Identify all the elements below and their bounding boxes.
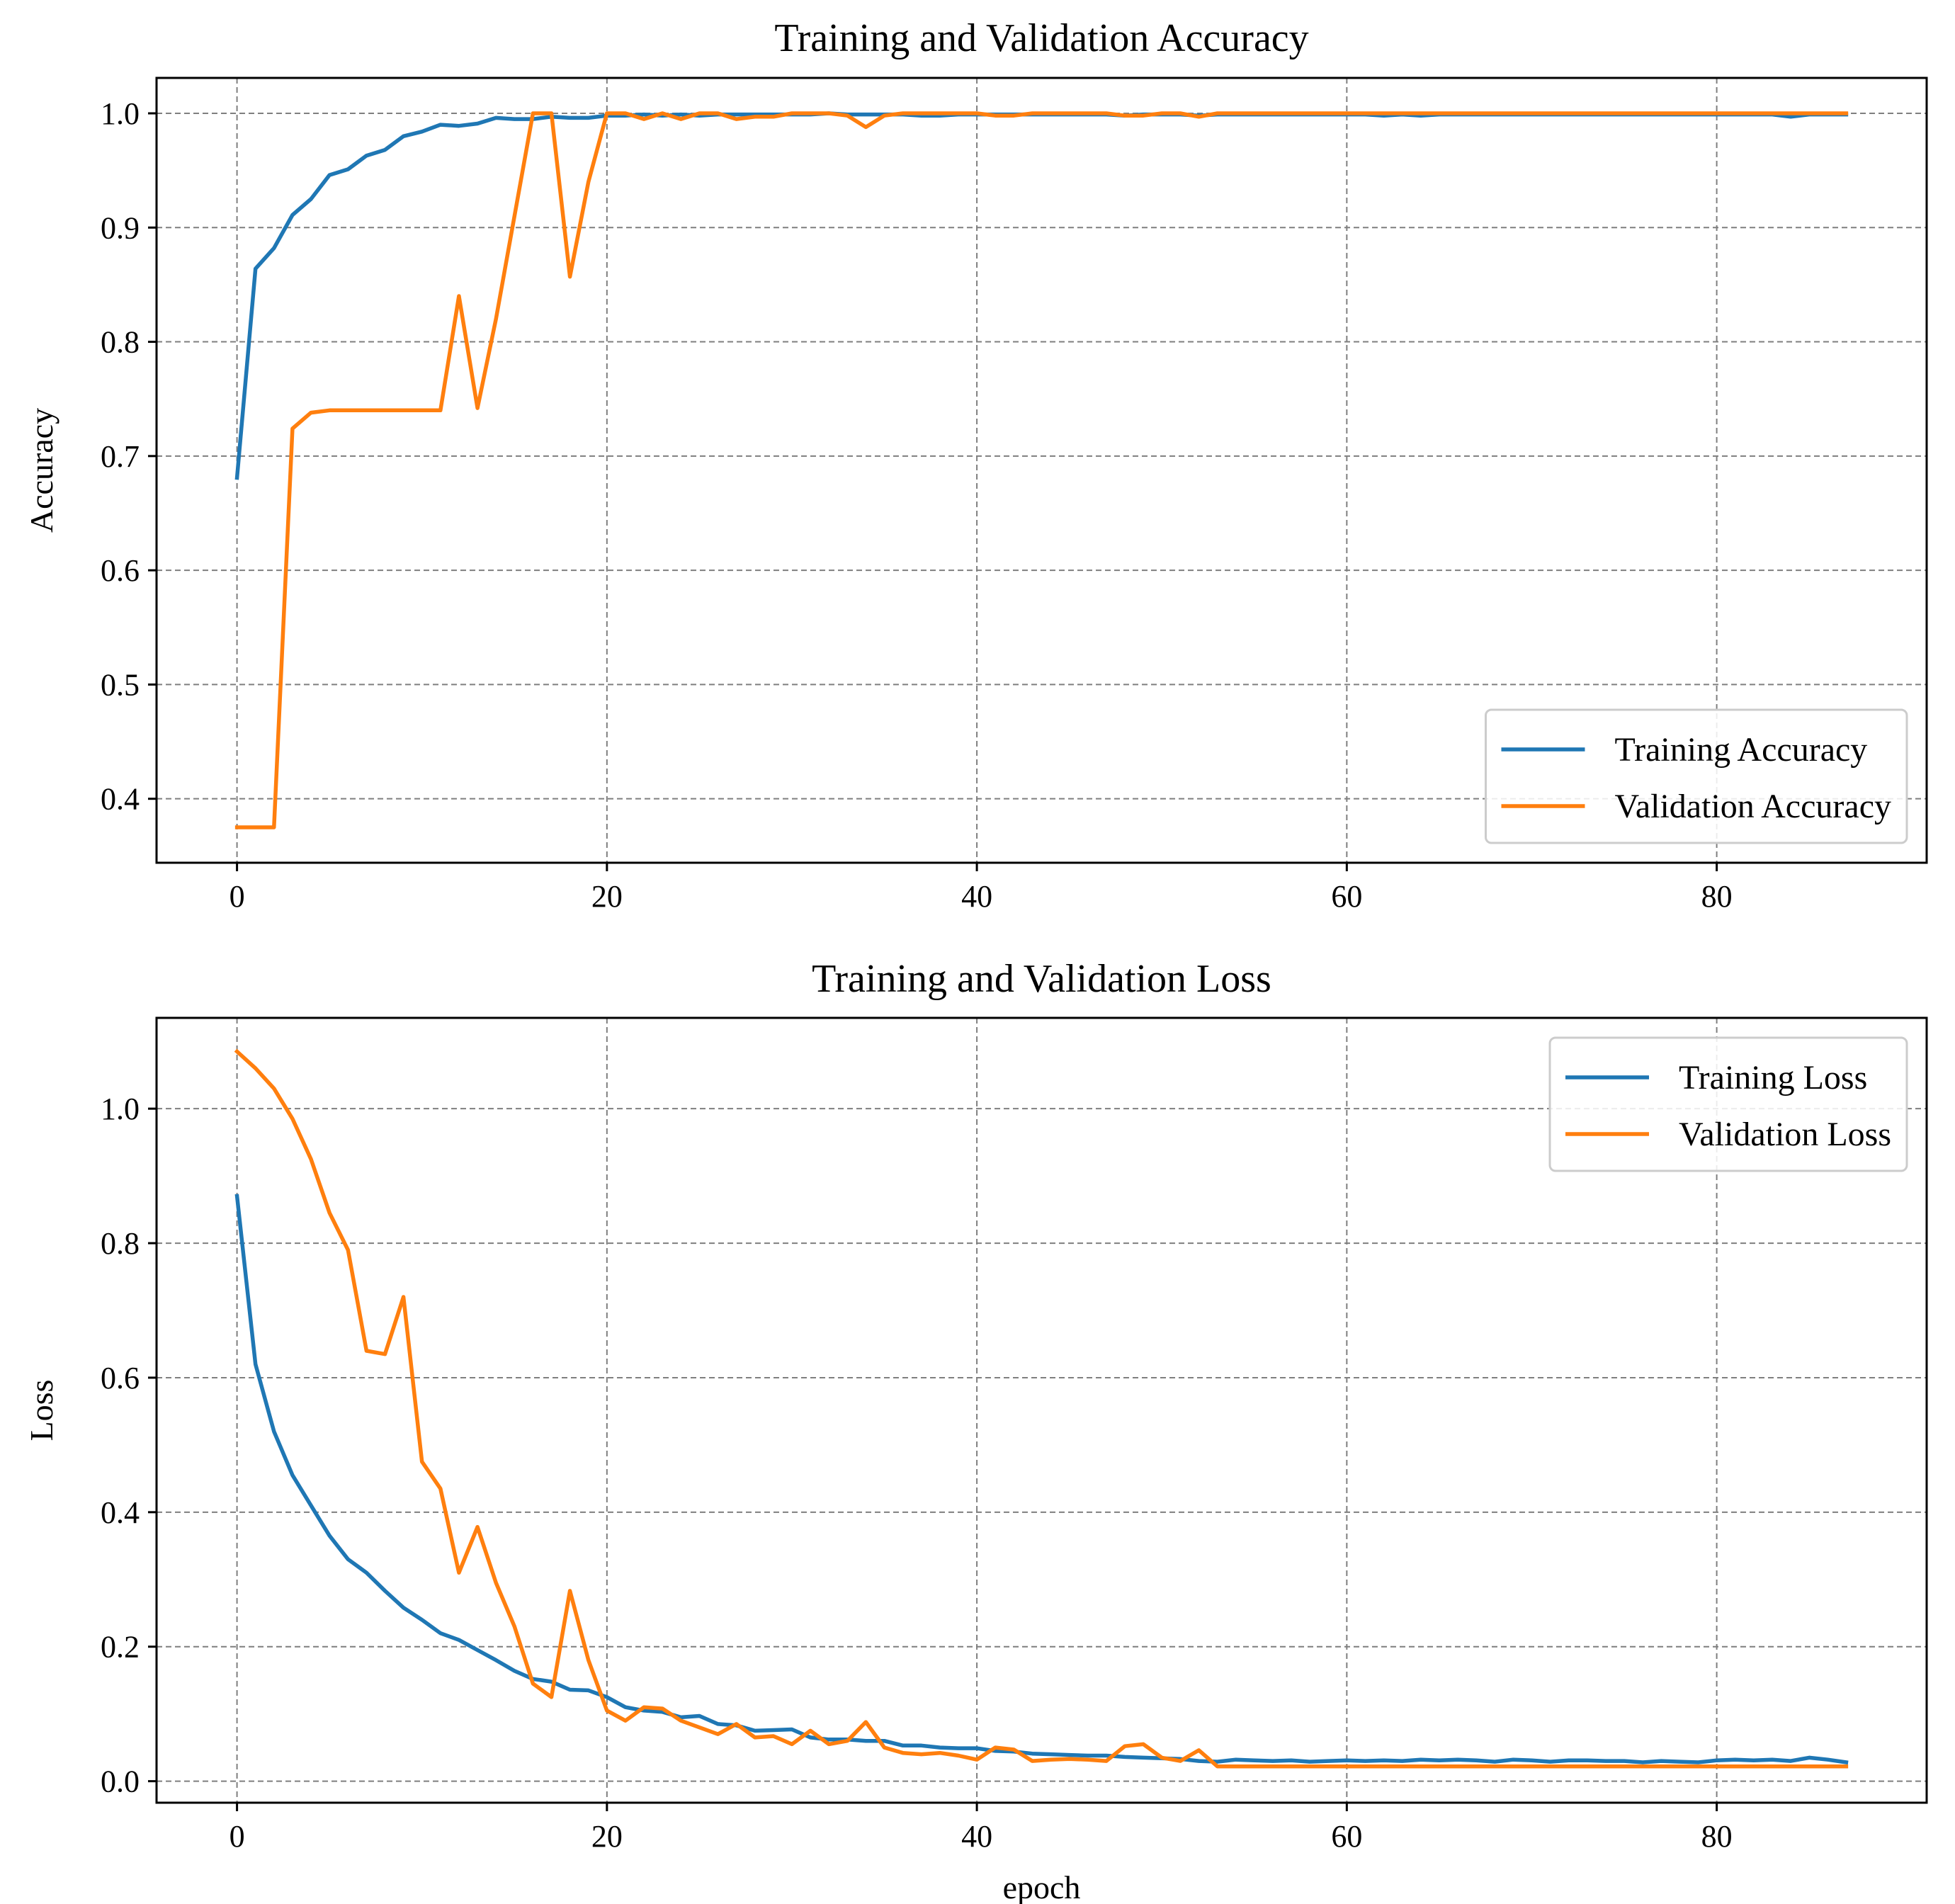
y-tick-label: 0.6 [101, 553, 140, 588]
legend: Training Accuracy Validation Accuracy [1484, 708, 1908, 844]
y-tick-label: 0.9 [101, 210, 140, 245]
chart-loss: 0 20 40 60 80 0.0 0.2 0.4 0.6 0.8 1.0 Training and … [23, 957, 1928, 1904]
x-tick-label: 40 [961, 879, 992, 914]
y-tick-label: 0.2 [101, 1630, 140, 1665]
chart-accuracy: 0 20 40 60 80 0.4 0.5 0.6 0.7 0.8 0.9 1.0 Training a… [23, 16, 1928, 914]
x-tick-label: 40 [961, 1819, 992, 1854]
y-tick-label: 0.6 [101, 1361, 140, 1395]
legend-label: Training Accuracy [1614, 731, 1867, 769]
plot-frame [155, 1016, 1928, 1804]
chart-title: Training and Validation Loss [812, 957, 1271, 1001]
x-tick-label: 80 [1701, 879, 1733, 914]
y-tick-label: 0.5 [101, 667, 140, 702]
legend-label: Validation Accuracy [1614, 788, 1891, 825]
y-tick-label: 0.4 [101, 1495, 140, 1530]
legend: Training Loss Validation Loss [1548, 1036, 1908, 1172]
legend-label: Training Loss [1679, 1059, 1867, 1096]
legend-box [1484, 708, 1908, 844]
legend-label: Validation Loss [1679, 1116, 1891, 1153]
y-tick-label: 0.7 [101, 439, 140, 474]
y-axis-label: Loss [23, 1380, 60, 1441]
y-tick-label: 1.0 [101, 1092, 140, 1126]
chart-title: Training and Validation Accuracy [774, 16, 1308, 60]
plot-frame [155, 76, 1928, 864]
y-axis-label: Accuracy [23, 408, 60, 533]
y-tick-label: 0.0 [101, 1764, 140, 1799]
x-tick-label: 60 [1331, 1819, 1362, 1854]
x-tick-label: 20 [591, 1819, 623, 1854]
x-tick-label: 0 [230, 1819, 245, 1854]
x-tick-label: 80 [1701, 1819, 1733, 1854]
y-tick-label: 0.8 [101, 325, 140, 360]
series-line-training-loss [234, 1194, 1849, 1765]
y-tick-label: 1.0 [101, 96, 140, 131]
x-tick-label: 60 [1331, 879, 1362, 914]
x-tick-label: 0 [230, 879, 245, 914]
series-line-validation-accuracy [234, 111, 1849, 829]
x-axis-label: epoch [1003, 1869, 1081, 1904]
series-line-validation-loss [234, 1048, 1849, 1769]
legend-box [1548, 1036, 1908, 1172]
x-tick-label: 20 [591, 879, 623, 914]
y-tick-label: 0.4 [101, 782, 140, 817]
y-tick-label: 0.8 [101, 1226, 140, 1261]
